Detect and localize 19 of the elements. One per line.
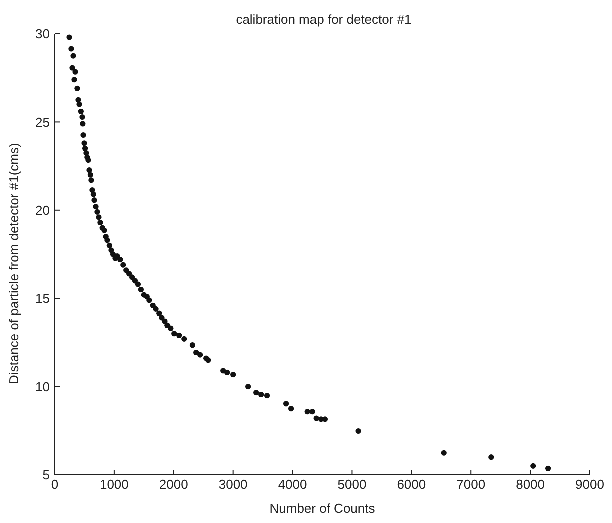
y-axis-title: Distance of particle from detector #1(cms): [6, 143, 22, 384]
x-tick-label: 5000: [338, 477, 367, 492]
x-tick-label: 2000: [159, 477, 188, 492]
x-axis-title: Number of Counts: [270, 501, 376, 516]
x-tick-label: 6000: [397, 477, 426, 492]
y-tick-label: 10: [36, 379, 50, 394]
x-tick-label: 3000: [218, 477, 248, 492]
x-tick-label: 9000: [576, 477, 604, 492]
x-tick-label: 1000: [100, 477, 129, 492]
y-tick-label: 15: [36, 291, 50, 306]
x-tick-label: 8000: [516, 477, 546, 492]
chart-title: calibration map for detector #1: [235, 12, 413, 27]
x-tick-label: 4000: [278, 477, 308, 492]
y-tick-label: 30: [36, 26, 50, 42]
y-tick-label: 25: [36, 114, 50, 130]
y-tick-label: 5: [42, 468, 50, 483]
x-tick-label: 0: [51, 477, 59, 492]
x-tick-label: 7000: [456, 477, 486, 492]
y-tick-label: 20: [36, 203, 50, 218]
